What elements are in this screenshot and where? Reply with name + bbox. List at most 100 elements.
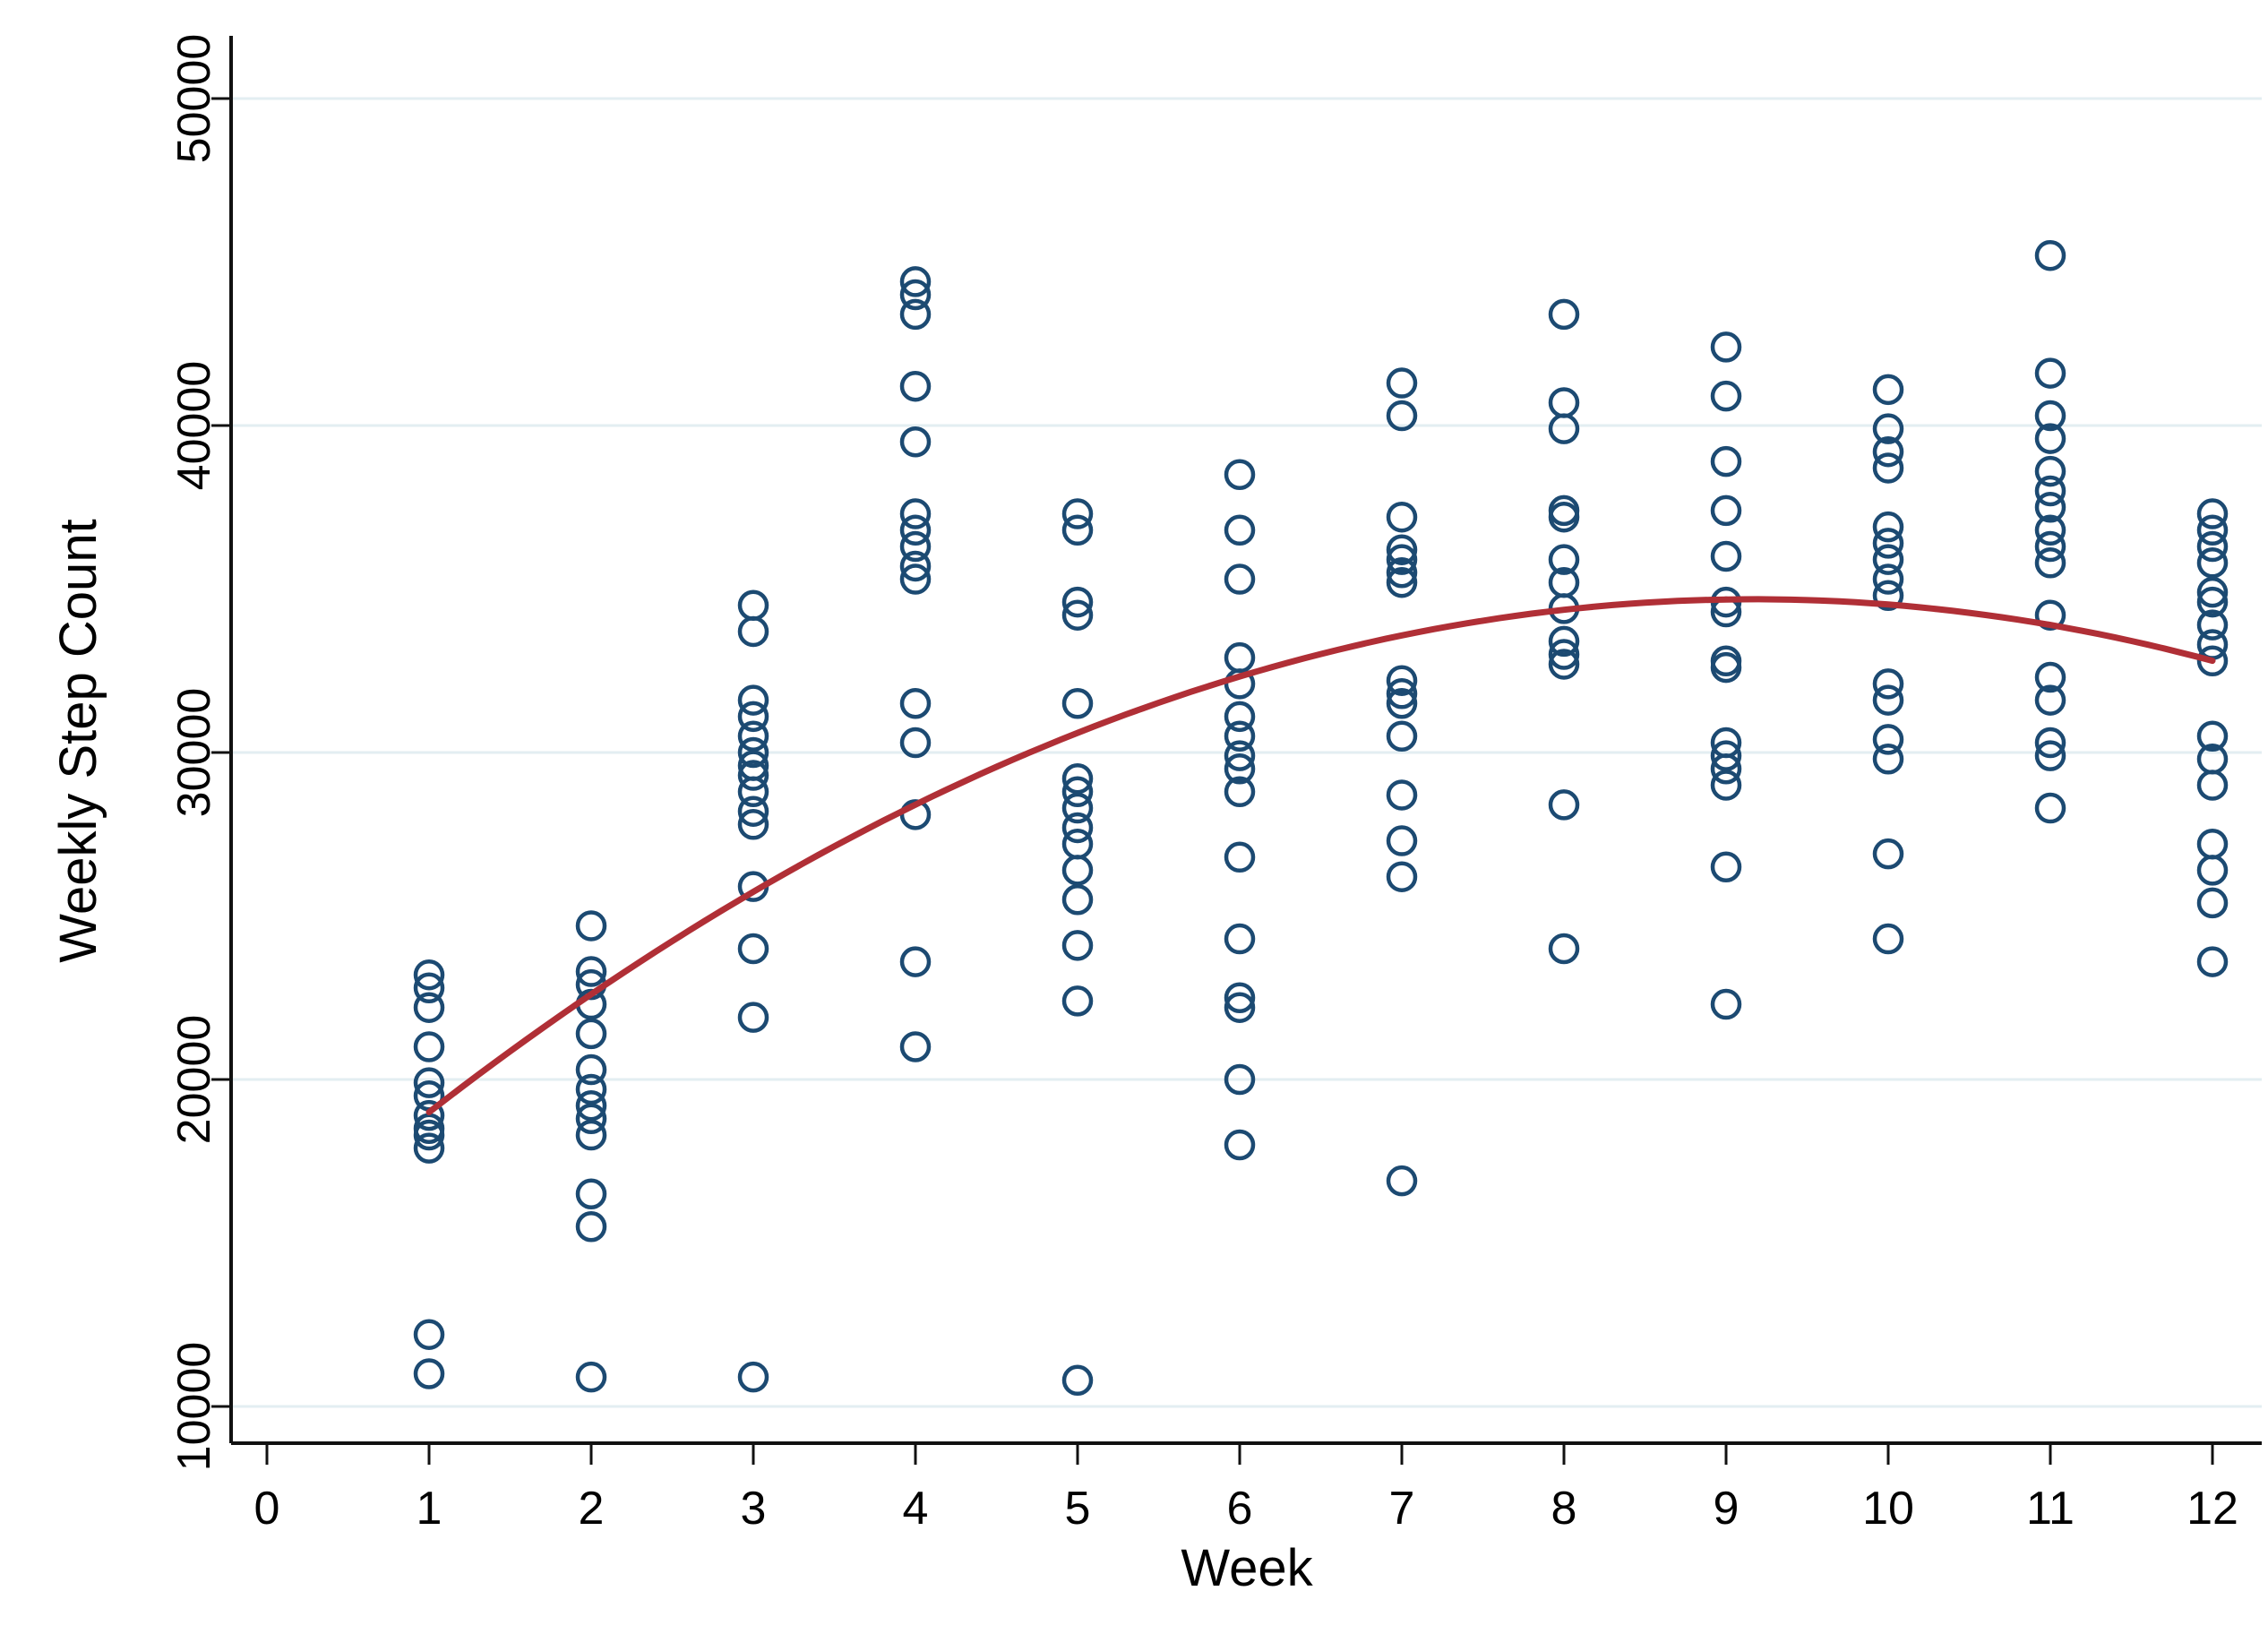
data-point xyxy=(899,727,932,759)
data-point xyxy=(899,266,932,297)
data-point xyxy=(1386,367,1418,399)
data-point xyxy=(1872,838,1904,870)
data-point xyxy=(737,615,769,648)
data-point xyxy=(575,1103,607,1135)
data-point xyxy=(413,1119,445,1151)
data-point xyxy=(413,1031,445,1062)
data-point xyxy=(1224,701,1256,733)
data-point xyxy=(2034,792,2066,824)
data-point xyxy=(1061,884,1094,916)
data-point xyxy=(1710,651,1742,684)
data-point xyxy=(1386,400,1418,432)
data-point xyxy=(1061,514,1094,546)
data-point xyxy=(2196,770,2229,801)
data-point xyxy=(899,530,932,563)
data-point xyxy=(1224,514,1256,546)
data-point xyxy=(1224,841,1256,873)
x-tick-label: 3 xyxy=(741,1483,767,1535)
data-point xyxy=(1061,792,1094,824)
data-point xyxy=(2034,661,2066,693)
data-point xyxy=(1872,684,1904,716)
data-point xyxy=(1872,413,1904,444)
data-point xyxy=(737,776,769,808)
data-point xyxy=(899,426,932,458)
y-tick-label: 10000 xyxy=(168,1342,220,1472)
x-tick-label: 0 xyxy=(254,1483,280,1535)
data-point xyxy=(2034,455,2066,487)
y-axis-title: Weekly Step Count xyxy=(49,519,107,963)
data-point xyxy=(575,956,607,987)
data-point xyxy=(1710,331,1742,363)
data-point xyxy=(2034,400,2066,432)
data-point xyxy=(737,760,769,791)
data-point xyxy=(1548,789,1580,821)
data-point xyxy=(1386,544,1418,575)
data-point xyxy=(1710,988,1742,1020)
data-point xyxy=(1710,770,1742,801)
data-point xyxy=(2196,720,2229,752)
data-point xyxy=(2196,855,2229,886)
data-point xyxy=(1061,688,1094,719)
data-point xyxy=(1224,740,1256,771)
data-point xyxy=(1710,494,1742,527)
data-point xyxy=(2034,475,2066,507)
data-point xyxy=(1548,639,1580,670)
data-point xyxy=(1224,923,1256,955)
data-point xyxy=(1386,779,1418,811)
data-point xyxy=(1386,566,1418,598)
data-point xyxy=(1061,762,1094,795)
data-point xyxy=(575,1089,607,1122)
data-point xyxy=(1224,641,1256,674)
data-point xyxy=(1386,825,1418,856)
x-axis-title: Week xyxy=(1181,1539,1313,1597)
x-tick-label: 8 xyxy=(1551,1483,1577,1535)
data-point xyxy=(575,1361,607,1393)
data-point xyxy=(2034,239,2066,271)
x-tick-label: 12 xyxy=(2186,1483,2238,1535)
data-point xyxy=(575,1054,607,1086)
data-point xyxy=(737,809,769,840)
y-tick-label: 50000 xyxy=(168,34,220,164)
data-point xyxy=(2196,828,2229,860)
data-point xyxy=(1548,413,1580,444)
data-point xyxy=(2196,586,2229,618)
data-point xyxy=(1872,580,1904,612)
data-point xyxy=(2196,946,2229,977)
data-point xyxy=(1224,982,1256,1013)
data-point xyxy=(1061,599,1094,631)
data-point xyxy=(1548,625,1580,658)
data-point xyxy=(899,1031,932,1062)
data-point xyxy=(413,1358,445,1389)
data-point xyxy=(1224,776,1256,808)
y-tick-label: 20000 xyxy=(168,1015,220,1145)
x-tick-label: 11 xyxy=(2026,1483,2075,1535)
data-point xyxy=(413,959,445,991)
data-point xyxy=(1548,544,1580,575)
data-point xyxy=(2196,498,2229,529)
data-point xyxy=(1710,445,1742,477)
data-point xyxy=(2034,599,2066,631)
data-point xyxy=(1061,985,1094,1017)
data-point xyxy=(1386,557,1418,589)
data-point xyxy=(1872,668,1904,700)
data-point xyxy=(1386,678,1418,710)
data-point xyxy=(899,279,932,311)
data-point xyxy=(1386,1165,1418,1197)
data-point xyxy=(1224,720,1256,752)
data-point xyxy=(413,992,445,1023)
data-point xyxy=(2034,547,2066,579)
data-point xyxy=(575,910,607,942)
data-point xyxy=(1224,1129,1256,1161)
data-point xyxy=(1710,753,1742,785)
data-point xyxy=(899,550,932,582)
data-point xyxy=(1061,776,1094,808)
y-tick-label: 40000 xyxy=(168,361,220,491)
data-point xyxy=(1061,855,1094,886)
data-point xyxy=(1872,923,1904,955)
data-point xyxy=(1872,528,1904,559)
data-point xyxy=(575,1119,607,1151)
data-point xyxy=(1061,812,1094,844)
data-point xyxy=(2196,645,2229,677)
data-point xyxy=(1872,511,1904,543)
